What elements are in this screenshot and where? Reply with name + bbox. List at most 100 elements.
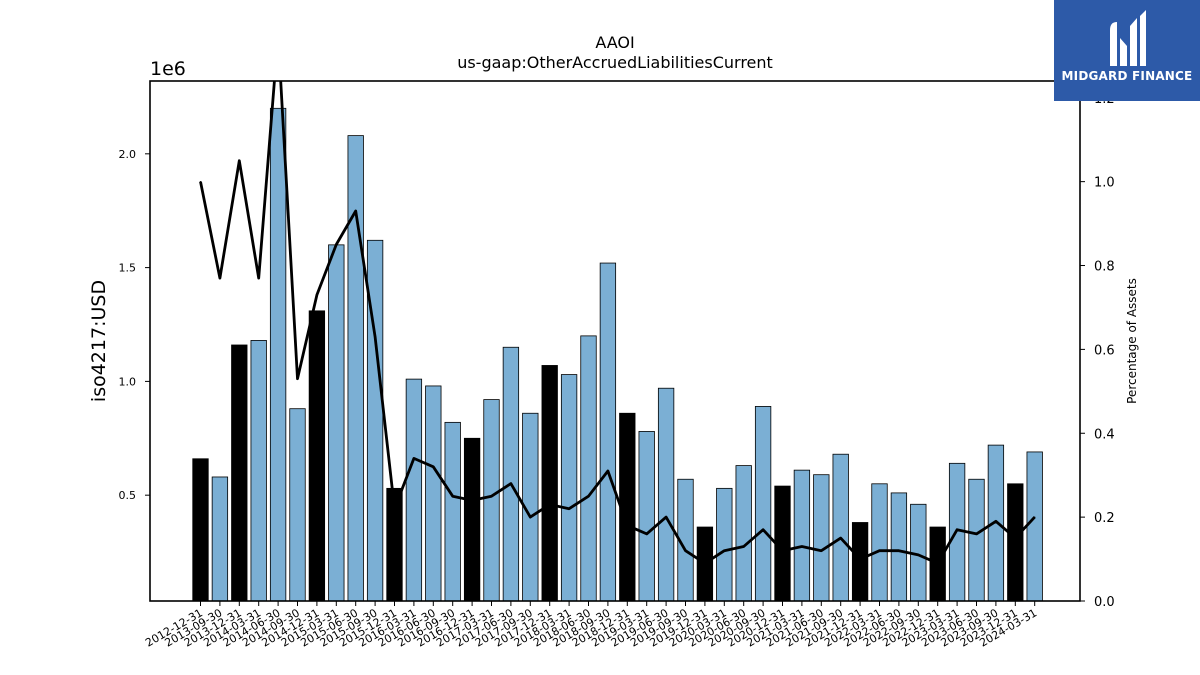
line-point bbox=[917, 554, 919, 556]
bar bbox=[328, 244, 345, 601]
line-point bbox=[723, 550, 725, 552]
line-point bbox=[355, 210, 357, 212]
bar bbox=[968, 478, 985, 601]
bar bbox=[386, 487, 403, 601]
bar bbox=[793, 469, 811, 601]
chart-title: AAOI bbox=[595, 33, 634, 52]
line-point bbox=[684, 550, 687, 552]
line-point bbox=[549, 503, 551, 506]
line-point bbox=[296, 378, 299, 380]
line-point bbox=[859, 558, 861, 560]
line-point bbox=[898, 550, 900, 552]
line-point bbox=[278, 34, 279, 35]
bar bbox=[560, 374, 578, 601]
bar bbox=[250, 340, 267, 601]
line-point bbox=[646, 533, 648, 535]
bar bbox=[1026, 451, 1043, 601]
y-tick-label: 1.5 bbox=[119, 262, 137, 275]
y2-tick-label: 0.6 bbox=[1094, 343, 1115, 358]
line-point bbox=[1034, 516, 1036, 518]
plot-frame bbox=[149, 80, 1081, 602]
bar bbox=[716, 487, 733, 601]
bar bbox=[677, 478, 694, 601]
bar bbox=[231, 344, 248, 601]
line-point bbox=[510, 482, 512, 485]
line-point bbox=[452, 495, 454, 497]
bar bbox=[657, 387, 675, 601]
bar bbox=[192, 458, 209, 601]
bar bbox=[580, 335, 597, 601]
line-point bbox=[335, 243, 337, 246]
line-point bbox=[374, 336, 376, 338]
axes: 0.51.01.52.00.00.20.40.60.81.01.22012-12… bbox=[119, 80, 1115, 650]
bar bbox=[541, 365, 558, 601]
y-tick-label: 2.0 bbox=[119, 148, 137, 161]
line-point bbox=[413, 457, 415, 460]
y2-axis-label: Percentage of Assets bbox=[1125, 278, 1139, 404]
y2-tick-label: 0.4 bbox=[1094, 427, 1115, 442]
bar bbox=[269, 107, 287, 601]
line-point bbox=[568, 508, 570, 510]
bar bbox=[638, 431, 655, 601]
line-point bbox=[219, 277, 221, 279]
chart-subtitle: us-gaap:OtherAccruedLiabilitiesCurrent bbox=[457, 53, 773, 72]
line-series bbox=[199, 34, 1036, 565]
line-point bbox=[878, 550, 881, 552]
bar bbox=[599, 262, 617, 601]
line-point bbox=[432, 466, 434, 468]
line-point bbox=[490, 495, 493, 497]
line-point bbox=[199, 181, 202, 183]
y2-tick-label: 0.0 bbox=[1094, 595, 1115, 610]
line-point bbox=[820, 550, 822, 552]
line-point bbox=[781, 550, 784, 552]
line-point bbox=[840, 537, 842, 539]
bar bbox=[211, 476, 229, 601]
bar bbox=[366, 239, 384, 601]
bar bbox=[735, 465, 752, 601]
bar bbox=[890, 492, 908, 601]
bar bbox=[308, 310, 326, 601]
y-offset-label: 1e6 bbox=[150, 58, 186, 80]
line-point bbox=[1014, 537, 1016, 539]
bar bbox=[483, 399, 500, 601]
bar bbox=[813, 474, 830, 601]
line-point bbox=[665, 516, 667, 518]
line-point bbox=[956, 529, 958, 531]
bar bbox=[1007, 483, 1024, 601]
y-tick-label: 0.5 bbox=[119, 489, 137, 502]
bar-series bbox=[192, 107, 1043, 601]
y2-tick-label: 0.2 bbox=[1094, 511, 1115, 526]
y-axis-label: iso4217:USD bbox=[88, 280, 110, 402]
bar bbox=[444, 421, 461, 601]
line-point bbox=[258, 277, 260, 279]
line-point bbox=[975, 533, 978, 535]
bar bbox=[347, 135, 364, 601]
line-point bbox=[937, 562, 939, 564]
line-point bbox=[801, 545, 803, 548]
line-point bbox=[743, 545, 745, 548]
bar bbox=[425, 385, 442, 601]
line-point bbox=[626, 524, 628, 527]
bar bbox=[289, 408, 306, 601]
bar bbox=[405, 378, 423, 601]
midgard-finance-logo: MIDGARD FINANCE bbox=[1054, 0, 1200, 101]
bar bbox=[463, 437, 481, 601]
bar bbox=[832, 453, 849, 601]
line-point bbox=[393, 508, 396, 510]
y-tick-label: 1.0 bbox=[119, 375, 137, 388]
line-point bbox=[471, 499, 473, 501]
midgard-logo-icon bbox=[1110, 10, 1146, 66]
y2-tick-label: 0.8 bbox=[1094, 260, 1115, 275]
y2-tick-label: 1.0 bbox=[1094, 176, 1115, 191]
bar bbox=[871, 483, 888, 601]
bar bbox=[754, 406, 772, 601]
line-point bbox=[587, 495, 590, 497]
logo-text: MIDGARD FINANCE bbox=[1061, 69, 1193, 83]
bar bbox=[851, 522, 869, 601]
line-point bbox=[529, 516, 531, 518]
bar bbox=[502, 346, 520, 601]
line-point bbox=[762, 529, 764, 531]
line-point bbox=[704, 562, 706, 564]
line-point bbox=[607, 470, 609, 472]
